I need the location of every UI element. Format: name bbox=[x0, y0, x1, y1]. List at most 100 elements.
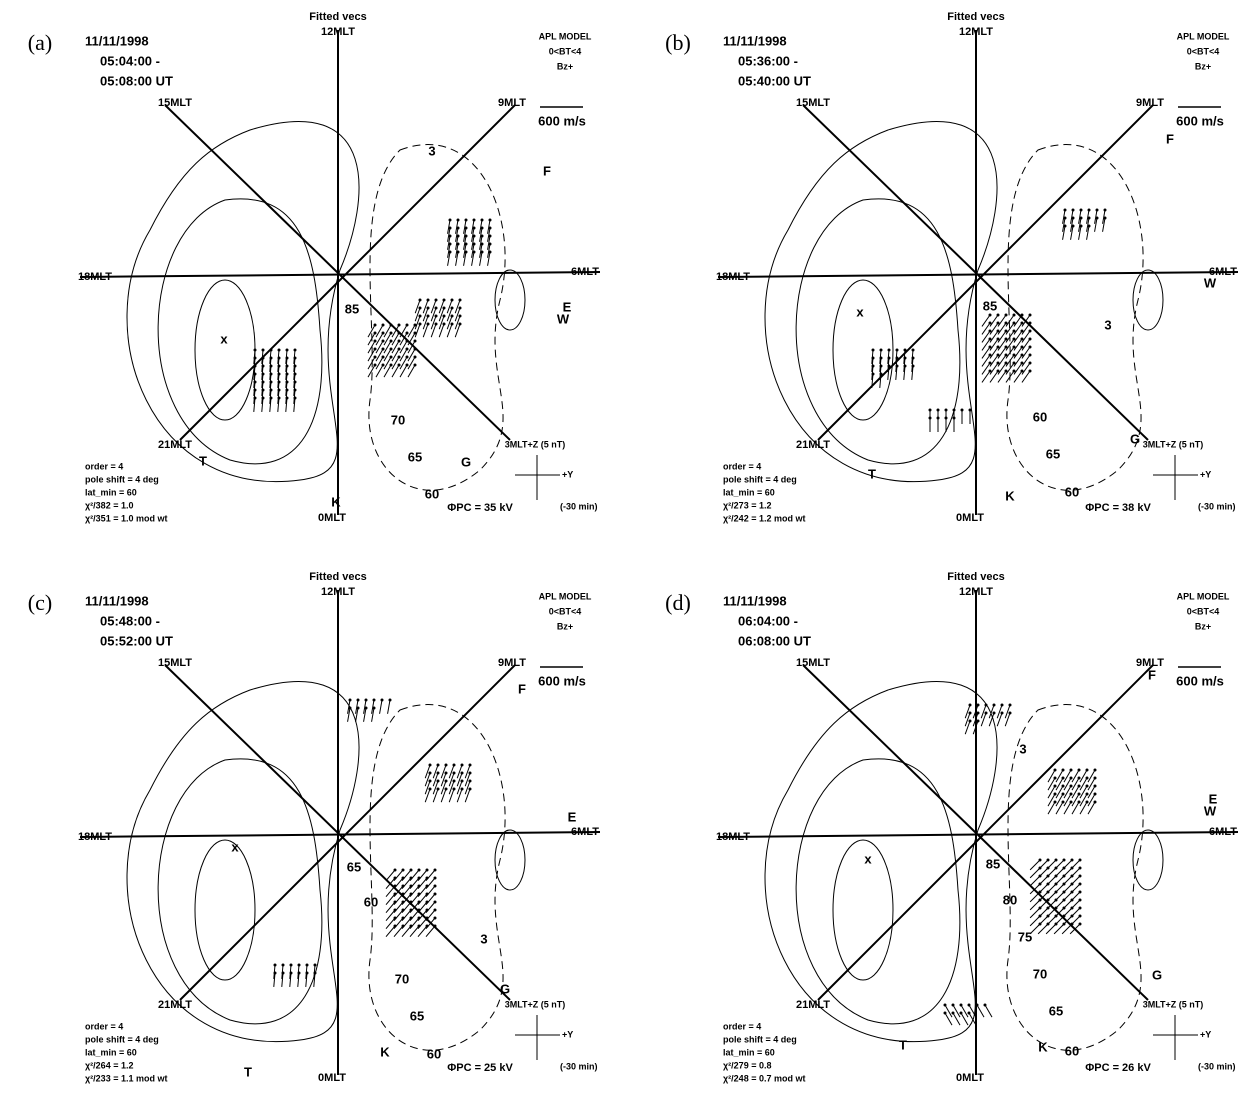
annotation: 60 bbox=[1065, 484, 1079, 499]
vector-origin bbox=[480, 250, 484, 254]
vector-origin bbox=[1054, 898, 1058, 902]
vector-origin bbox=[425, 892, 429, 896]
vector-origin bbox=[269, 348, 273, 352]
vector-origin bbox=[1077, 784, 1081, 788]
vector-origin bbox=[293, 380, 297, 384]
vector-origin bbox=[1012, 361, 1016, 365]
vector-origin bbox=[405, 363, 409, 367]
flow-vector bbox=[383, 332, 392, 346]
flow-vector bbox=[964, 712, 971, 727]
vector-origin bbox=[1053, 776, 1057, 780]
flow-vector bbox=[455, 219, 459, 234]
vector-origin bbox=[1004, 313, 1008, 317]
panel: (a) 11/11/1998 05:04:00 - 05:08:00 UT Fitted… bbox=[28, 11, 601, 524]
vector-origin bbox=[943, 1003, 947, 1007]
vector-origin bbox=[433, 868, 437, 872]
mlt-axis bbox=[164, 104, 511, 441]
time-start: 05:48:00 - bbox=[100, 613, 160, 628]
vector-origin bbox=[1069, 800, 1073, 804]
mlt-label: 21MLT bbox=[158, 999, 192, 1011]
mlt-label: 6MLT bbox=[571, 266, 599, 278]
flow-vector bbox=[1087, 769, 1096, 783]
vector-origin bbox=[480, 226, 484, 230]
flow-vector bbox=[981, 354, 991, 367]
vector-origin bbox=[975, 1003, 979, 1007]
fit-param: χ²/351 = 1.0 mod wt bbox=[85, 513, 167, 523]
vector-origin bbox=[393, 900, 397, 904]
flow-vector bbox=[446, 307, 453, 322]
flow-vector bbox=[367, 324, 376, 338]
vector-origin bbox=[456, 218, 460, 222]
vector-origin bbox=[1070, 866, 1074, 870]
vector-origin bbox=[380, 698, 384, 702]
vector-origin bbox=[397, 355, 401, 359]
vector-origin bbox=[1087, 216, 1091, 220]
fit-param: χ²/382 = 1.0 bbox=[85, 500, 133, 510]
vector-origin bbox=[269, 388, 273, 392]
flow-vector bbox=[399, 348, 408, 362]
vector-origin bbox=[417, 884, 421, 888]
vector-origin bbox=[373, 323, 377, 327]
flow-vector bbox=[385, 925, 396, 938]
vector-origin bbox=[464, 234, 468, 238]
vector-origin bbox=[277, 372, 281, 376]
vector-origin bbox=[1046, 914, 1050, 918]
vector-origin bbox=[911, 348, 915, 352]
vector-origin bbox=[464, 218, 468, 222]
mlt-label: 18MLT bbox=[78, 831, 112, 843]
flow-vector bbox=[997, 330, 1007, 343]
vector-origin bbox=[1078, 866, 1082, 870]
flow-vector bbox=[385, 869, 396, 882]
flow-vector bbox=[367, 332, 376, 346]
vector-origin bbox=[1054, 866, 1058, 870]
vector-origin bbox=[393, 892, 397, 896]
flow-vector bbox=[1029, 883, 1041, 895]
vector-origin bbox=[472, 250, 476, 254]
vector-origin bbox=[285, 348, 289, 352]
flow-vector bbox=[414, 307, 421, 322]
flow-vector bbox=[1047, 769, 1056, 783]
mlt-label: 21MLT bbox=[796, 999, 830, 1011]
vector-origin bbox=[996, 313, 1000, 317]
annotation: 60 bbox=[425, 486, 439, 501]
vector-origin bbox=[1078, 914, 1082, 918]
vector-origin bbox=[418, 306, 422, 310]
vector-origin bbox=[261, 348, 265, 352]
vector-origin bbox=[1012, 353, 1016, 357]
flow-vector bbox=[456, 780, 463, 795]
vector-origin bbox=[293, 356, 297, 360]
flow-vector bbox=[964, 720, 971, 735]
flow-vector bbox=[960, 1012, 969, 1026]
vector-origin bbox=[452, 763, 456, 767]
vector-origin bbox=[1078, 906, 1082, 910]
vector-origin bbox=[413, 363, 417, 367]
vector-origin bbox=[348, 698, 352, 702]
annotation: G bbox=[1130, 431, 1140, 446]
vector-origin bbox=[261, 364, 265, 368]
flow-vector bbox=[391, 348, 400, 362]
vector-origin bbox=[397, 339, 401, 343]
flow-vector bbox=[422, 299, 429, 314]
contour bbox=[764, 681, 998, 1043]
mlt-label: 15MLT bbox=[796, 657, 830, 669]
vector-origin bbox=[1093, 800, 1097, 804]
vector-origin bbox=[253, 396, 257, 400]
flow-vector bbox=[1005, 338, 1015, 351]
flow-vector bbox=[879, 373, 882, 388]
vector-origin bbox=[397, 323, 401, 327]
flow-vector bbox=[399, 340, 408, 354]
vector-origin bbox=[413, 355, 417, 359]
contour bbox=[795, 758, 961, 1025]
vector-origin bbox=[448, 234, 452, 238]
annotation: 60 bbox=[1033, 409, 1047, 424]
flow-vector bbox=[471, 235, 475, 250]
flow-vector bbox=[289, 972, 292, 987]
flow-vector bbox=[432, 788, 439, 803]
annotation: E bbox=[563, 299, 572, 314]
vector-origin bbox=[1093, 784, 1097, 788]
vector-origin bbox=[381, 323, 385, 327]
flow-vector bbox=[1005, 322, 1015, 335]
fit-param: lat_min = 60 bbox=[723, 1047, 775, 1057]
annotation: 75 bbox=[1018, 929, 1032, 944]
vector-origin bbox=[405, 347, 409, 351]
